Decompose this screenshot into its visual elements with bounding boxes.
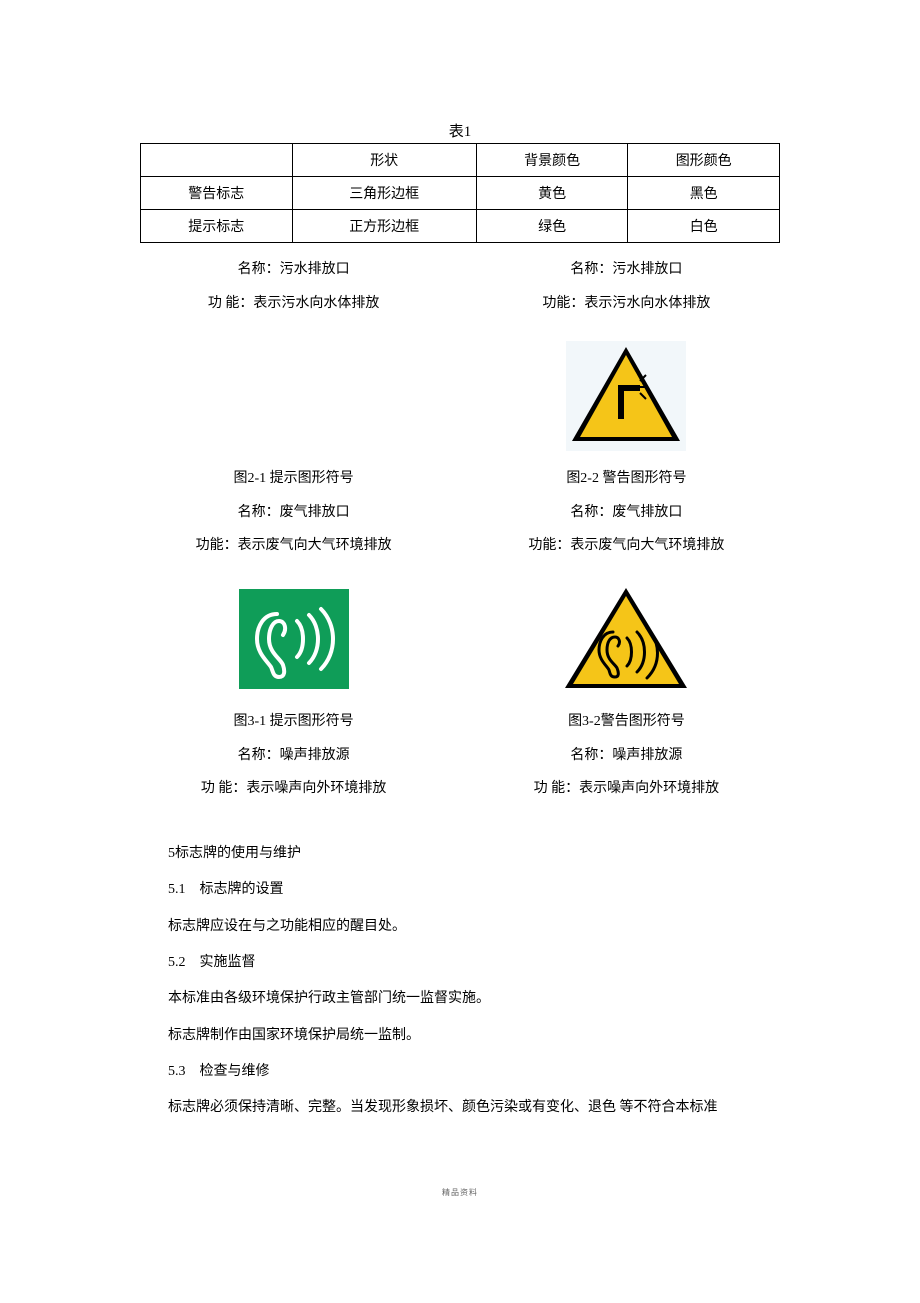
sign-name: 名称：废气排放口 [473, 496, 780, 530]
table-row: 提示标志 正方形边框 绿色 白色 [141, 210, 780, 243]
figure-caption: 图3-1 提示图形符号 [140, 705, 447, 739]
th-blank [141, 144, 293, 177]
sign-name: 名称：废气排放口 [140, 496, 447, 530]
sign-name: 名称：污水排放口 [473, 253, 780, 287]
table-title: 表1 [140, 120, 780, 141]
sign-spec-table: 形状 背景颜色 图形颜色 警告标志 三角形边框 黄色 黑色 提示标志 正方形边框… [140, 143, 780, 243]
sign-name: 名称：污水排放口 [140, 253, 447, 287]
section-5-2-body1: 本标准由各级环境保护行政主管部门统一监督实施。 [140, 981, 780, 1017]
sign-func: 功 能：表示噪声向外环境排放 [140, 772, 447, 806]
sign-name: 名称：噪声排放源 [473, 739, 780, 773]
hint-sign-placeholder [140, 336, 447, 456]
figure-caption: 图3-2警告图形符号 [473, 705, 780, 739]
hint-noise-icon [239, 589, 349, 689]
sign-func: 功 能：表示污水向水体排放 [140, 287, 447, 321]
figure-caption: 图2-1 提示图形符号 [140, 462, 447, 496]
sign-func: 功 能：表示噪声向外环境排放 [473, 772, 780, 806]
table-row: 警告标志 三角形边框 黄色 黑色 [141, 177, 780, 210]
sign-func: 功能：表示污水向水体排放 [473, 287, 780, 321]
sign-name: 名称：噪声排放源 [140, 739, 447, 773]
section-5-2-title: 5.2 实施监督 [140, 945, 780, 981]
section-5-2-body2: 标志牌制作由国家环境保护局统一监制。 [140, 1018, 780, 1054]
th-fgcolor: 图形颜色 [628, 144, 780, 177]
warning-noise-icon [561, 584, 691, 694]
th-bgcolor: 背景颜色 [476, 144, 628, 177]
figure-caption: 图2-2 警告图形符号 [473, 462, 780, 496]
sign-func: 功能：表示废气向大气环境排放 [473, 529, 780, 563]
section-5-title: 5标志牌的使用与维护 [140, 836, 780, 872]
section-5-3-body: 标志牌必须保持清晰、完整。当发现形象损坏、颜色污染或有变化、退色 等不符合本标准 [140, 1090, 780, 1126]
th-shape: 形状 [292, 144, 476, 177]
section-5-1-title: 5.1 标志牌的设置 [140, 872, 780, 908]
section-5-3-title: 5.3 检查与维修 [140, 1054, 780, 1090]
sign-func: 功能：表示废气向大气环境排放 [140, 529, 447, 563]
warning-exhaust-icon [566, 341, 686, 451]
section-5: 5标志牌的使用与维护 5.1 标志牌的设置 标志牌应设在与之功能相应的醒目处。 … [140, 836, 780, 1127]
section-5-1-body: 标志牌应设在与之功能相应的醒目处。 [140, 909, 780, 945]
page-footer: 精品资料 [140, 1187, 780, 1198]
